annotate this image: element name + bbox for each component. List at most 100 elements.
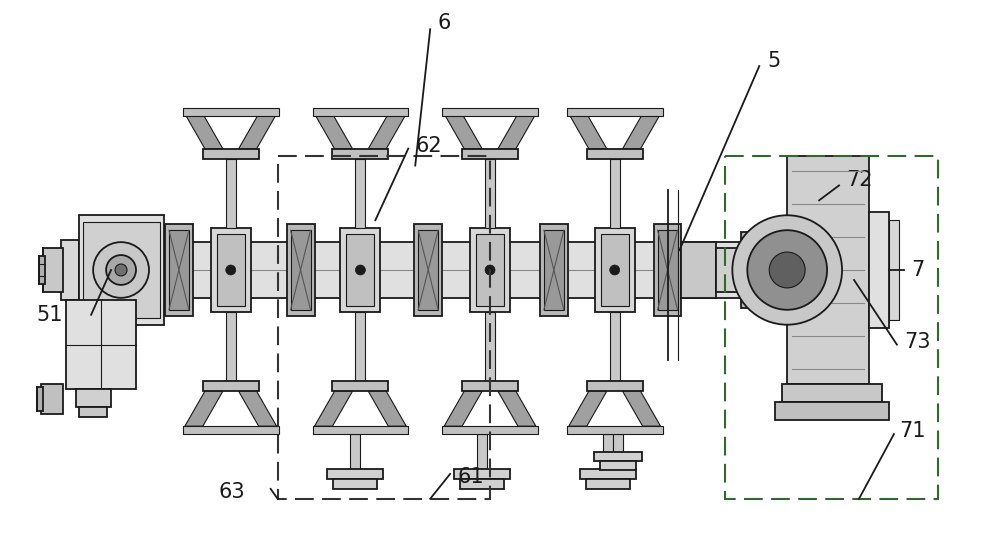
Bar — [183, 426, 279, 434]
Bar — [346, 234, 374, 306]
Circle shape — [747, 230, 827, 310]
Bar — [61, 240, 79, 300]
Bar — [332, 381, 388, 392]
Polygon shape — [623, 392, 661, 426]
Polygon shape — [569, 392, 607, 426]
Bar — [414, 224, 442, 316]
Bar — [350, 434, 360, 469]
Text: 5: 5 — [767, 51, 781, 71]
Bar — [594, 452, 642, 461]
Bar — [775, 402, 889, 420]
Circle shape — [485, 265, 495, 275]
Bar — [725, 156, 938, 499]
Bar — [485, 312, 495, 381]
Circle shape — [226, 265, 236, 275]
Text: 7: 7 — [911, 260, 924, 280]
Bar — [745, 237, 769, 303]
Bar — [313, 108, 408, 116]
Bar — [603, 434, 613, 469]
Polygon shape — [315, 392, 352, 426]
Circle shape — [769, 252, 805, 288]
Text: 63: 63 — [219, 482, 245, 502]
Bar — [610, 312, 620, 381]
Bar — [681, 242, 716, 298]
Polygon shape — [569, 114, 607, 149]
Bar — [37, 387, 43, 411]
Bar — [79, 215, 164, 325]
Bar — [540, 224, 568, 316]
Bar — [601, 234, 629, 306]
Circle shape — [732, 215, 842, 325]
Bar — [226, 158, 236, 228]
Bar — [610, 158, 620, 228]
Bar — [782, 384, 882, 402]
Bar — [287, 224, 315, 316]
Bar — [76, 389, 111, 407]
Bar — [418, 230, 438, 310]
Bar — [658, 230, 678, 310]
Polygon shape — [498, 392, 536, 426]
Polygon shape — [315, 114, 352, 149]
Bar — [355, 312, 365, 381]
Polygon shape — [239, 392, 277, 426]
Bar — [278, 156, 490, 499]
Bar — [587, 381, 643, 392]
Text: 62: 62 — [415, 136, 442, 156]
Bar — [79, 407, 107, 417]
Bar — [355, 158, 365, 228]
Bar — [477, 434, 487, 469]
Bar — [600, 461, 636, 470]
Bar — [741, 232, 773, 308]
Bar — [313, 426, 408, 434]
Bar — [460, 479, 504, 489]
Circle shape — [115, 264, 127, 276]
Bar — [462, 381, 518, 392]
Text: 73: 73 — [904, 332, 930, 351]
Bar — [291, 230, 311, 310]
Bar — [183, 108, 279, 116]
Bar — [203, 381, 259, 392]
Text: 61: 61 — [457, 467, 484, 487]
Circle shape — [106, 255, 136, 285]
Bar — [869, 212, 889, 327]
Polygon shape — [444, 114, 482, 149]
Polygon shape — [498, 114, 536, 149]
Circle shape — [93, 242, 149, 298]
Bar — [567, 426, 663, 434]
Bar — [83, 222, 160, 318]
Bar — [716, 248, 744, 292]
Bar — [442, 426, 538, 434]
Bar — [211, 228, 251, 312]
Bar — [476, 234, 504, 306]
Polygon shape — [368, 392, 406, 426]
Circle shape — [355, 265, 365, 275]
Bar — [203, 149, 259, 158]
Bar — [580, 469, 636, 479]
Bar — [454, 469, 510, 479]
Bar — [787, 156, 869, 384]
Polygon shape — [623, 114, 661, 149]
Bar — [771, 252, 789, 288]
Bar — [39, 256, 45, 284]
Bar — [485, 158, 495, 228]
Bar — [544, 230, 564, 310]
Circle shape — [610, 265, 620, 275]
Bar — [654, 224, 681, 316]
Bar — [333, 479, 377, 489]
Text: 6: 6 — [437, 13, 451, 33]
Bar — [442, 108, 538, 116]
Text: 51: 51 — [36, 305, 63, 325]
Bar — [613, 434, 623, 452]
Polygon shape — [239, 114, 277, 149]
Text: 72: 72 — [846, 171, 873, 190]
Polygon shape — [444, 392, 482, 426]
Polygon shape — [185, 392, 223, 426]
Bar — [567, 108, 663, 116]
Bar — [595, 228, 635, 312]
Bar — [332, 149, 388, 158]
Bar — [76, 242, 874, 298]
Bar — [43, 248, 63, 292]
Text: 71: 71 — [899, 421, 925, 441]
Bar — [470, 228, 510, 312]
Bar — [226, 312, 236, 381]
